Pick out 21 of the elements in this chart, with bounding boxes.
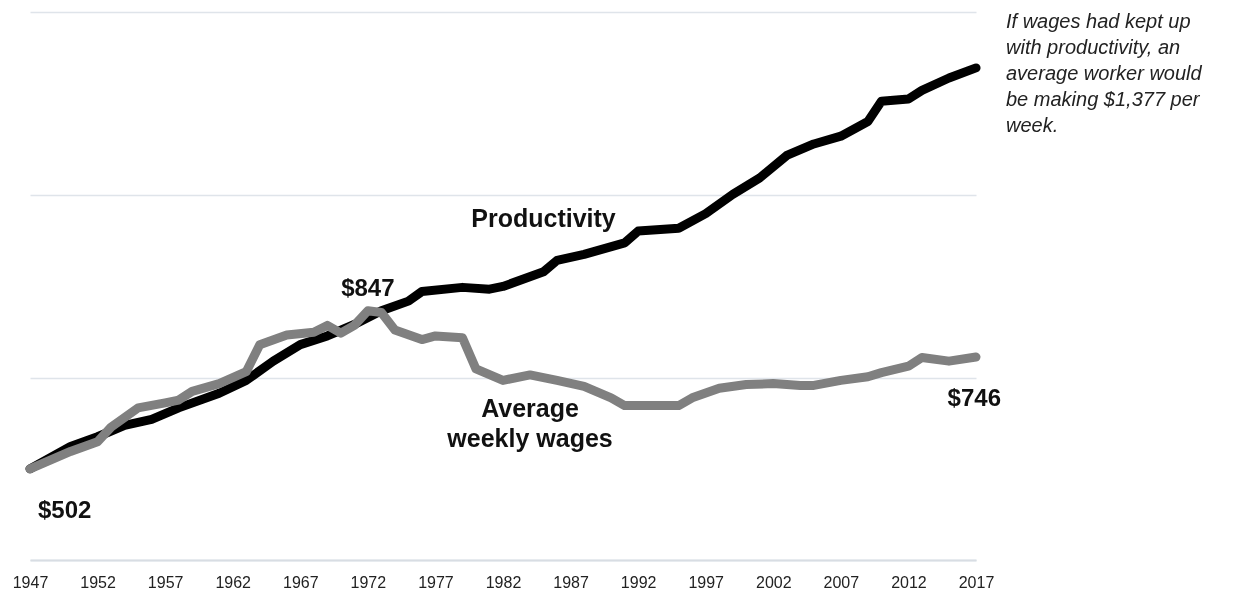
x-tick-label: 1972 <box>350 573 387 591</box>
x-tick-label: 1992 <box>620 573 657 591</box>
x-tick-label: 1987 <box>553 573 589 591</box>
x-tick-label: 1977 <box>418 573 454 591</box>
text: If wages had kept up with productivity, an average worker would be making $1,377 per week. <box>1006 10 1203 136</box>
x-tick-label: 1962 <box>215 573 252 591</box>
x-tick-label: 2002 <box>755 573 792 591</box>
x-tick-label: 1952 <box>80 573 116 591</box>
data-label: $502 <box>38 495 92 523</box>
x-tick-label: 1982 <box>485 573 522 591</box>
x-tick-label: 1997 <box>688 573 725 591</box>
x-tick-label: 1947 <box>12 573 49 591</box>
x-tick-label: 2007 <box>823 573 860 591</box>
series-label: Average weekly wages <box>446 393 613 452</box>
x-tick-label: 1967 <box>282 573 319 591</box>
data-label: $746 <box>947 384 1001 412</box>
data-label: $847 <box>341 273 395 301</box>
x-tick-label: 2012 <box>891 573 927 591</box>
series-label: Productivity <box>471 203 616 232</box>
x-tick-label: 2017 <box>958 573 995 591</box>
x-tick-label: 1957 <box>147 573 184 591</box>
